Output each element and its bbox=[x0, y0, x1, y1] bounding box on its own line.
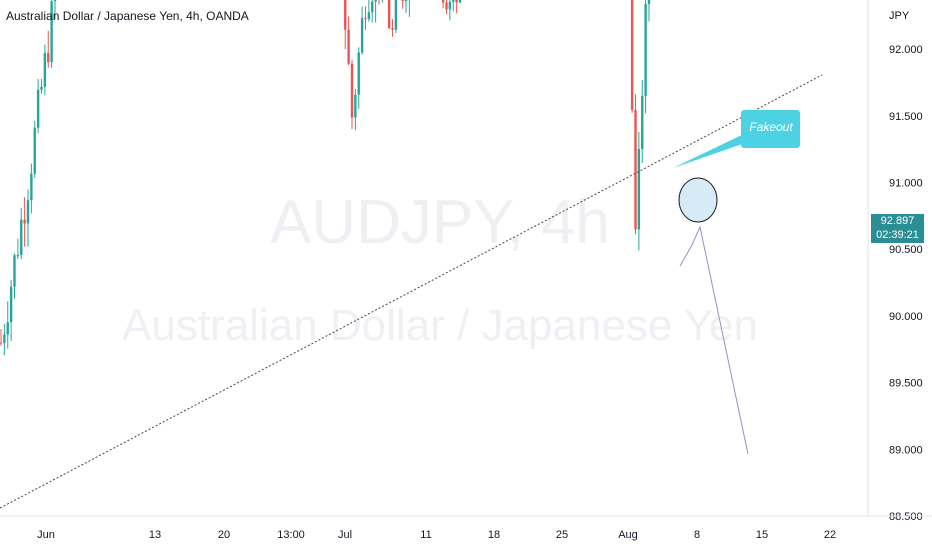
candle-body bbox=[13, 255, 16, 287]
trendline[interactable] bbox=[0, 74, 823, 509]
candle-body bbox=[53, 0, 57, 2]
candle-body bbox=[455, 0, 458, 3]
candle-body bbox=[0, 342, 3, 344]
fakeout-callout bbox=[741, 110, 800, 148]
time-tick-label: 8 bbox=[694, 529, 700, 541]
time-tick-label: 13:00 bbox=[277, 529, 305, 541]
watermark-name: Australian Dollar / Japanese Yen bbox=[122, 301, 758, 350]
time-tick-label: Aug bbox=[618, 529, 638, 541]
candle-body bbox=[50, 1, 53, 63]
candle-body bbox=[644, 3, 647, 96]
candle-body bbox=[445, 2, 448, 10]
candle-body bbox=[23, 219, 26, 224]
time-tick-label: 15 bbox=[756, 529, 768, 541]
price-tick-label: 91.000 bbox=[889, 178, 923, 190]
projection-path[interactable] bbox=[679, 225, 749, 455]
time-tick-label: 22 bbox=[824, 529, 836, 541]
candle-body bbox=[394, 0, 398, 30]
callout-box[interactable] bbox=[741, 110, 800, 148]
candle-body bbox=[40, 86, 43, 90]
candle-body bbox=[360, 18, 364, 53]
time-tick-label: 18 bbox=[488, 529, 500, 541]
candle-body bbox=[350, 63, 354, 118]
candle-body bbox=[30, 173, 33, 201]
time-axis[interactable]: Jun 13 20 13:00 Jul 11 18 25 Aug 8 15 22 bbox=[0, 515, 932, 541]
price-tick-label: 92.000 bbox=[889, 44, 923, 56]
candle-body bbox=[33, 127, 36, 174]
candle-body bbox=[441, 0, 445, 3]
candle-body bbox=[401, 0, 404, 1]
time-tick-label: Jun bbox=[37, 529, 55, 541]
candle-body bbox=[9, 286, 13, 323]
candle-body bbox=[364, 18, 367, 20]
watermark-symbol: AUDJPY, 4h bbox=[270, 188, 610, 257]
time-tick-label: 25 bbox=[556, 529, 568, 541]
candle-body bbox=[3, 334, 6, 344]
price-tick-label: 90.500 bbox=[889, 244, 923, 256]
candle-body bbox=[16, 254, 20, 256]
time-tick-label: 13 bbox=[149, 529, 161, 541]
candle-body bbox=[387, 0, 391, 28]
candle-body bbox=[6, 322, 9, 335]
time-tick-label: Jul bbox=[338, 529, 352, 541]
candle-body bbox=[391, 27, 394, 30]
candle-body bbox=[47, 53, 50, 63]
last-price-label: 92.897 bbox=[871, 214, 924, 229]
bar-countdown-label: 02:39:21 bbox=[871, 229, 924, 243]
price-tick-label: 91.500 bbox=[889, 111, 923, 123]
candle-body bbox=[404, 0, 408, 1]
candle-body bbox=[354, 94, 357, 118]
price-tick-label: 89.500 bbox=[889, 378, 923, 390]
candle-body bbox=[641, 95, 644, 150]
candle-body bbox=[367, 12, 371, 20]
callout-pointer bbox=[673, 132, 748, 168]
candle-body bbox=[458, 0, 462, 3]
price-tick-label: 90.000 bbox=[889, 311, 923, 323]
price-tick-label: 88.500 bbox=[889, 511, 923, 523]
candle-body bbox=[637, 149, 641, 230]
candle-body bbox=[347, 29, 350, 64]
axis-currency-label: JPY bbox=[889, 10, 910, 22]
watermark: AUDJPY, 4h Australian Dollar / Japanese … bbox=[122, 188, 758, 350]
candle-body bbox=[448, 1, 452, 10]
candle-body bbox=[371, 1, 374, 13]
candle-body bbox=[452, 0, 455, 2]
candle-body bbox=[36, 89, 40, 128]
callout-label: Fakeout bbox=[749, 120, 793, 134]
drawings[interactable]: Fakeout bbox=[0, 0, 868, 509]
highlight-circle[interactable] bbox=[678, 177, 718, 223]
candle-body bbox=[344, 0, 347, 30]
chart-title: Australian Dollar / Japanese Yen, 4h, OA… bbox=[6, 9, 249, 23]
candle-body bbox=[357, 52, 360, 95]
candle-body bbox=[20, 219, 23, 255]
candle-body bbox=[26, 200, 30, 224]
price-tick-label: 89.000 bbox=[889, 444, 923, 456]
time-tick-label: 20 bbox=[218, 529, 230, 541]
candle-body bbox=[630, 0, 634, 110]
candle-body bbox=[43, 53, 47, 87]
candle-body bbox=[634, 109, 637, 230]
price-axis[interactable]: JPY 88.500 89.000 89.500 90.000 90.500 91.000 9… bbox=[867, 0, 923, 523]
time-tick-label: 11 bbox=[420, 529, 431, 541]
candle-body bbox=[647, 0, 651, 4]
candle-body bbox=[374, 0, 377, 2]
